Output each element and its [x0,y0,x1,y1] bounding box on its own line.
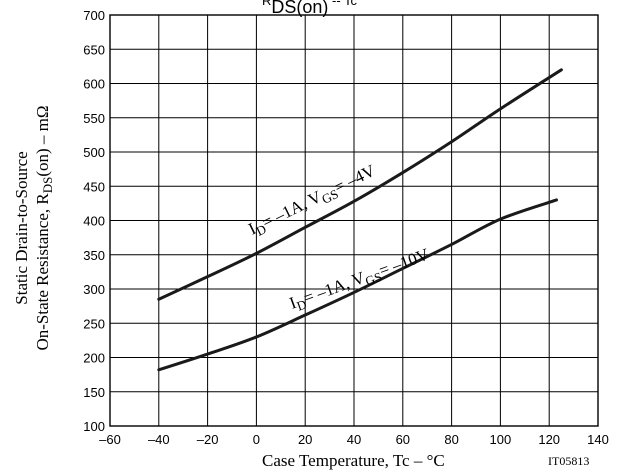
series-1-label: ID= –1A, VGS= –4V [245,161,380,242]
title-rest: -- Tc [328,0,357,8]
y-tick-label: 400 [83,214,105,229]
grid [109,14,599,427]
title-sub: DS(on) [271,0,328,17]
y-tick-label: 300 [83,282,105,297]
y-axis-label-line1: Static Drain-to-Source [12,151,31,304]
curves [157,68,563,372]
x-tick-label: –60 [99,432,121,447]
x-tick-label: 60 [396,432,410,447]
y-tick-label: 450 [83,179,105,194]
y-tick-label: 650 [83,42,105,57]
y-axis-label-line2: On-State Resistance, RDS(on) – mΩ [33,105,55,350]
x-tick-label: 40 [347,432,361,447]
x-tick-label: –20 [197,432,219,447]
figure-code: IT05813 [548,454,589,468]
x-tick-label: 20 [298,432,312,447]
chart-title: RDS(on) -- Tc [262,0,358,17]
x-tick-labels: –60 –40 –20 0 20 40 60 80 100 120 140 [99,432,609,447]
y-tick-label: 250 [83,316,105,331]
series-1-line [157,68,563,301]
title-main: R [262,0,271,8]
y-tick-label: 150 [83,385,105,400]
x-tick-label: 140 [587,432,609,447]
y-tick-label: 550 [83,111,105,126]
x-tick-label: 100 [490,432,512,447]
x-tick-label: 80 [444,432,458,447]
y-tick-label: 100 [83,419,105,434]
y-tick-label: 700 [83,8,105,23]
x-axis-label: Case Temperature, Tc – °C [262,451,445,470]
y-tick-label: 200 [83,351,105,366]
plot-frame [109,14,599,427]
x-tick-label: 0 [253,432,260,447]
y-tick-label: 600 [83,77,105,92]
y-tick-label: 350 [83,248,105,263]
x-tick-label: –40 [148,432,170,447]
series-2-line [157,198,559,372]
y-tick-label: 500 [83,145,105,160]
x-tick-label: 120 [538,432,560,447]
y-tick-labels: 100 150 200 250 300 350 400 450 500 550 600 650 700 [83,8,105,434]
